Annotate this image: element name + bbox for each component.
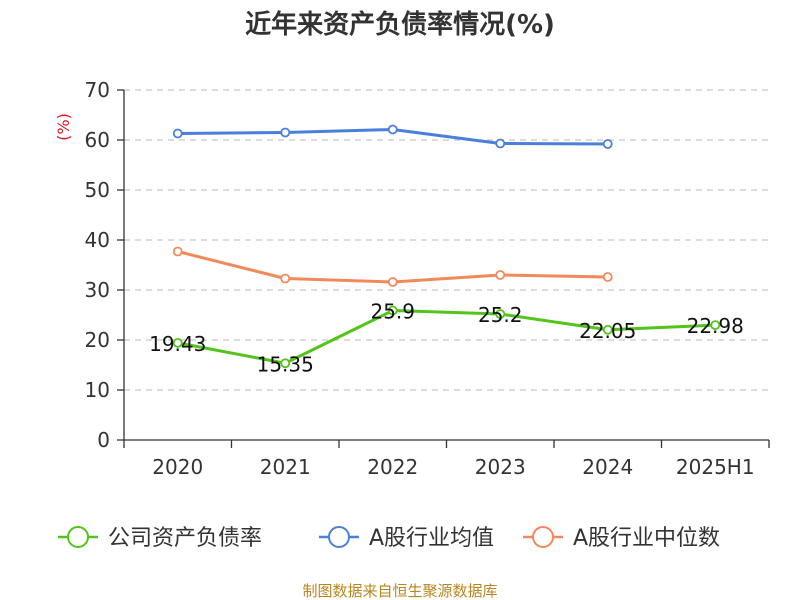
series-point-2 — [280, 273, 291, 284]
series-point-0 — [172, 337, 183, 348]
series-point-2 — [387, 277, 398, 287]
legend-label: 公司资产负债率 — [108, 526, 262, 551]
y-tick-label: 30 — [85, 278, 110, 302]
series-point-1 — [280, 127, 291, 138]
x-tick-label: 2022 — [367, 455, 418, 479]
x-tick-label: 2021 — [260, 455, 311, 479]
y-axis-label: (%) — [54, 113, 73, 141]
legend-marker — [532, 526, 554, 548]
series-point-1 — [495, 138, 506, 149]
legend-label: A股行业均值 — [369, 526, 494, 551]
chart-title: 近年来资产负债率情况(%) — [245, 9, 555, 40]
series-point-0 — [710, 320, 721, 331]
x-tick-label: 2024 — [582, 455, 633, 479]
series-point-0 — [280, 358, 291, 369]
series-line-0 — [177, 309, 716, 365]
series-point-1 — [172, 128, 183, 139]
series-point-0 — [602, 324, 613, 335]
x-tick-label: 2023 — [475, 455, 526, 479]
y-tick-label: 60 — [85, 128, 110, 152]
x-tick-labels: 2020 2021 2022 2023 2024 2025H1 — [152, 455, 754, 479]
series-point-0 — [387, 305, 398, 316]
legend-item: 公司资产负债率 — [58, 526, 262, 551]
series-point-0 — [495, 309, 506, 319]
gridlines — [124, 89, 769, 391]
series-point-2 — [602, 272, 613, 282]
x-tick-label: 2025H1 — [676, 455, 755, 479]
series-layer — [172, 124, 721, 369]
y-tick-label: 10 — [85, 378, 110, 402]
legend: 公司资产负债率 A股行业均值 A股行业中位数 — [58, 526, 720, 551]
legend-item: A股行业中位数 — [523, 526, 720, 551]
source-note: 制图数据来自恒生聚源数据库 — [302, 582, 497, 600]
data-label: 22.98 — [687, 314, 744, 338]
y-tick-label: 70 — [85, 78, 110, 102]
data-label: 25.9 — [370, 300, 415, 324]
data-label: 19.43 — [149, 332, 206, 356]
axes — [117, 89, 770, 448]
y-tick-label: 40 — [85, 228, 110, 252]
legend-label: A股行业中位数 — [573, 526, 720, 551]
y-tick-label: 0 — [97, 428, 110, 452]
y-tick-labels: 0 10 20 30 40 50 60 70 — [85, 78, 110, 452]
series-point-1 — [387, 124, 398, 135]
data-labels: 19.43 15.35 25.9 25.2 22.05 22.98 — [149, 300, 744, 377]
y-tick-label: 50 — [85, 178, 110, 202]
legend-item: A股行业均值 — [319, 526, 494, 551]
data-label: 25.2 — [478, 303, 523, 327]
series-point-1 — [602, 139, 613, 149]
x-tick-label: 2020 — [152, 455, 203, 479]
legend-marker — [328, 526, 350, 548]
data-label: 22.05 — [579, 319, 636, 343]
series-point-2 — [495, 270, 506, 280]
series-point-2 — [172, 246, 183, 257]
y-tick-label: 20 — [85, 328, 110, 352]
data-label: 15.35 — [257, 352, 314, 376]
legend-marker — [67, 526, 89, 548]
